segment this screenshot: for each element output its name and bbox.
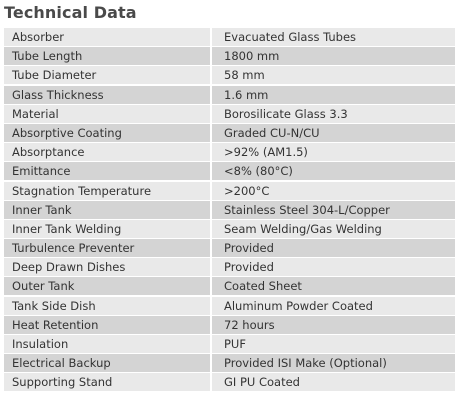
- row-label: Heat Retention: [4, 315, 212, 334]
- row-value: 58 mm: [224, 68, 265, 83]
- page-title: Technical Data: [4, 3, 137, 22]
- row-label: Absorptive Coating: [4, 123, 212, 142]
- table-row: Glass Thickness 1.6 mm: [4, 85, 455, 105]
- row-label: Glass Thickness: [4, 85, 212, 104]
- table-row: Turbulence Preventer Provided: [4, 239, 455, 259]
- row-label: Insulation: [4, 335, 212, 353]
- table-row: Tube Length 1800 mm: [4, 47, 455, 67]
- table-row: Supporting Stand GI PU Coated: [4, 373, 455, 393]
- row-label: Stagnation Temperature: [4, 181, 212, 200]
- row-value: GI PU Coated: [224, 375, 300, 390]
- row-label: Deep Drawn Dishes: [4, 258, 212, 277]
- row-label: Inner Tank Welding: [4, 219, 212, 238]
- row-value: 72 hours: [224, 317, 275, 332]
- table-row: Stagnation Temperature >200°C: [4, 181, 455, 201]
- row-label: Tank Side Dish: [4, 296, 212, 315]
- row-label: Electrical Backup: [4, 354, 212, 373]
- row-label: Emittance: [4, 162, 212, 181]
- row-value: Borosilicate Glass 3.3: [224, 106, 348, 121]
- row-value: Coated Sheet: [224, 279, 302, 294]
- row-value: Stainless Steel 304-L/Copper: [224, 202, 390, 217]
- row-value: Aluminum Powder Coated: [224, 298, 373, 313]
- table-row: Insulation PUF: [4, 335, 455, 354]
- table-row: Tank Side Dish Aluminum Powder Coated: [4, 296, 455, 316]
- row-label: Inner Tank: [4, 200, 212, 219]
- row-value: Seam Welding/Gas Welding: [224, 221, 382, 236]
- table-row: Electrical Backup Provided ISI Make (Opt…: [4, 354, 455, 374]
- row-value: Graded CU-N/CU: [224, 125, 320, 140]
- row-value: >92% (AM1.5): [224, 145, 308, 160]
- row-value: Provided: [224, 241, 274, 256]
- table-row: Deep Drawn Dishes Provided: [4, 258, 455, 278]
- row-value: PUF: [224, 337, 246, 351]
- row-value: 1800 mm: [224, 49, 280, 64]
- table-row: Absorptance >92% (AM1.5): [4, 143, 455, 163]
- spec-table: Absorber Evacuated Glass Tubes Tube Leng…: [4, 28, 455, 393]
- row-value: Evacuated Glass Tubes: [224, 30, 357, 44]
- table-row: Emittance <8% (80°C): [4, 162, 455, 182]
- row-value: >200°C: [224, 183, 270, 198]
- table-row: Tube Diameter 58 mm: [4, 66, 455, 86]
- row-value: Provided: [224, 260, 274, 275]
- table-row: Outer Tank Coated Sheet: [4, 277, 455, 297]
- table-row: Heat Retention 72 hours: [4, 315, 455, 335]
- table-row: Absorptive Coating Graded CU-N/CU: [4, 123, 455, 143]
- row-label: Tube Length: [4, 47, 212, 66]
- row-value: <8% (80°C): [224, 164, 293, 179]
- row-label: Tube Diameter: [4, 66, 212, 85]
- row-value: Provided ISI Make (Optional): [224, 356, 387, 371]
- table-row: Inner Tank Welding Seam Welding/Gas Weld…: [4, 219, 455, 239]
- table-row: Material Borosilicate Glass 3.3: [4, 104, 455, 124]
- row-label: Supporting Stand: [4, 373, 212, 392]
- row-label: Absorber: [4, 28, 212, 46]
- row-label: Turbulence Preventer: [4, 239, 212, 258]
- table-row: Inner Tank Stainless Steel 304-L/Copper: [4, 200, 455, 220]
- row-label: Outer Tank: [4, 277, 212, 296]
- row-label: Absorptance: [4, 143, 212, 162]
- table-row: Absorber Evacuated Glass Tubes: [4, 28, 455, 47]
- row-value: 1.6 mm: [224, 87, 269, 102]
- row-label: Material: [4, 104, 212, 123]
